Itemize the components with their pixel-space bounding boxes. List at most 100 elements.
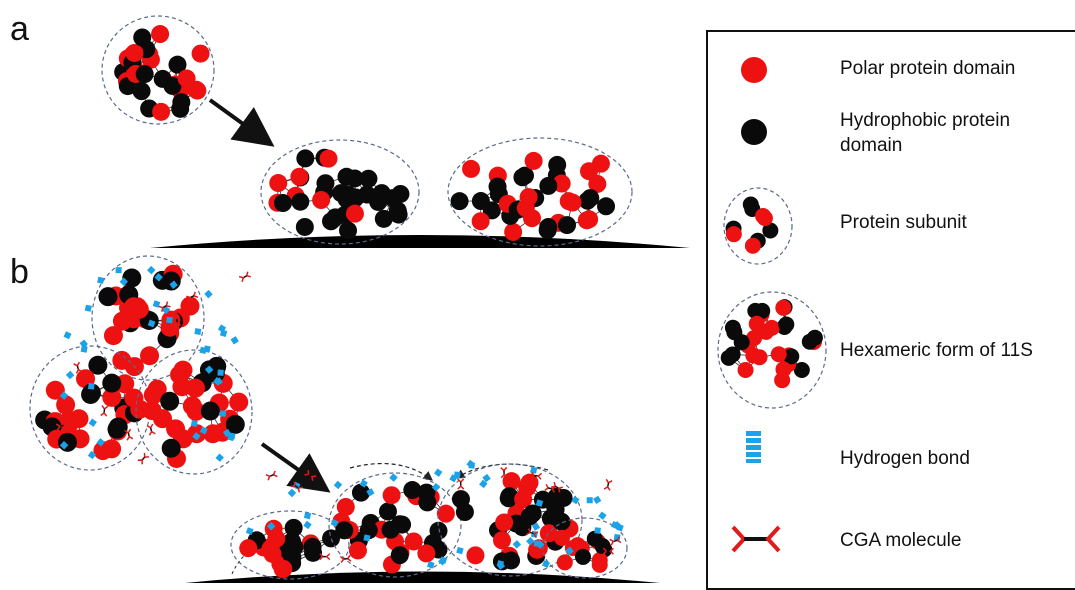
hydrophobic-domain — [172, 93, 190, 111]
hydrogen-bond — [89, 418, 97, 426]
hydrophobic-domain — [58, 433, 77, 452]
polar-domain — [383, 486, 401, 504]
cga-molecule — [239, 272, 251, 282]
hydrogen-bond — [434, 469, 442, 477]
polar-domain-icon — [738, 54, 770, 86]
hydrophobic-domain — [553, 513, 571, 531]
polar-domain — [151, 25, 169, 43]
hydrophobic-domain — [133, 28, 151, 46]
protein-blob — [231, 511, 349, 579]
polar-domain — [592, 552, 608, 568]
panel-label-b: b — [10, 255, 29, 289]
hydrogen-bond — [587, 497, 593, 503]
cga-molecule — [147, 424, 155, 435]
protein-blob — [724, 188, 792, 264]
polar-domain — [495, 513, 513, 531]
hydrogen-bond — [593, 496, 601, 504]
hydrogen-bond — [66, 371, 74, 379]
polar-domain — [504, 223, 522, 241]
hydrogen-bond — [530, 466, 537, 473]
hydrophobic-domain — [136, 65, 154, 83]
hydrogen-bond — [97, 277, 104, 284]
polar-domain — [578, 211, 596, 229]
hydrophobic-domain — [379, 502, 397, 520]
hydrophobic-domain — [548, 156, 566, 174]
cga-molecule — [320, 554, 330, 560]
hydrogen-bond — [88, 383, 95, 390]
cga-molecule — [138, 453, 149, 464]
hydrophobic-domain — [558, 216, 576, 234]
cga-molecule — [501, 467, 508, 477]
polar-domain — [417, 544, 435, 562]
hydrogen-bond — [594, 527, 601, 534]
hydrogen-bond — [304, 512, 311, 519]
hydrophobic-domain — [339, 222, 357, 240]
hydrogen-bond — [147, 266, 155, 274]
hydrophobic-domain — [304, 538, 322, 556]
surface-a — [150, 235, 690, 248]
legend-label-hydrogen-bond: Hydrogen bond — [840, 446, 970, 471]
hydrophobic-domain — [472, 192, 490, 210]
hydrophobic-domain — [337, 168, 355, 186]
hydrophobic-domain — [794, 362, 810, 378]
polar-domain — [153, 409, 172, 428]
hydrophobic-domain — [575, 549, 591, 565]
polar-domain — [462, 160, 480, 178]
protein-blob — [261, 140, 419, 244]
hydrogen-bond — [85, 305, 92, 312]
polar-domain — [104, 326, 123, 345]
hydrophobic-domain — [98, 287, 117, 306]
polar-domain — [349, 541, 367, 559]
cga-molecule-icon — [730, 524, 782, 554]
protein-clusters — [30, 16, 632, 579]
hydrogen-bond — [456, 547, 463, 554]
polar-domain — [757, 210, 773, 226]
legend-label-subunit: Protein subunit — [840, 210, 967, 235]
polar-domain — [726, 226, 742, 242]
hydrogen-bond — [216, 453, 224, 461]
polar-domain — [525, 152, 543, 170]
hydrogen-bond-icon — [744, 430, 764, 464]
cga-molecule — [74, 362, 83, 373]
polar-domain — [290, 168, 308, 186]
cga-molecule — [340, 555, 351, 562]
hydrophobic-domain — [581, 189, 599, 207]
panel-label-a: a — [10, 12, 29, 46]
hydrophobic-domain — [548, 488, 566, 506]
hydrophobic-domain — [109, 418, 128, 437]
polar-domain — [771, 346, 787, 362]
legend-box: Polar protein domain Hydrophobic protein… — [706, 30, 1075, 590]
hydrophobic-domain — [326, 208, 344, 226]
hydrogen-bond — [334, 481, 342, 489]
polar-domain — [152, 103, 170, 121]
polar-domain — [752, 349, 768, 365]
polar-domain — [518, 479, 536, 497]
polar-domain — [262, 540, 280, 558]
hydrogen-bond — [166, 317, 173, 324]
legend-label-hydrophobic: Hydrophobic protein domain — [840, 108, 1050, 158]
legend-label-cga: CGA molecule — [840, 528, 961, 553]
polar-domain — [563, 194, 581, 212]
polar-domain — [269, 174, 287, 192]
hydrophobic-domain — [391, 546, 409, 564]
polar-domain — [557, 554, 573, 570]
polar-domain — [186, 379, 205, 398]
polar-domain — [437, 505, 455, 523]
cga-molecule — [458, 479, 464, 489]
hydrophobic-domain — [539, 218, 557, 236]
polar-domain — [764, 320, 780, 336]
polar-domain — [554, 530, 570, 546]
hydrogen-bond — [389, 473, 397, 481]
cga-molecule — [604, 479, 612, 490]
polar-domain — [124, 297, 143, 316]
hydrophobic-domain — [296, 149, 314, 167]
hydrophobic-domain — [316, 174, 334, 192]
cga-molecule — [101, 406, 108, 417]
protein-blob — [102, 16, 214, 124]
hydrophobic-domain — [274, 194, 292, 212]
hydrogen-bond — [116, 267, 122, 273]
polar-domain — [517, 199, 535, 217]
polar-domain — [320, 150, 338, 168]
protein-blob — [136, 350, 252, 474]
polar-domain — [775, 300, 791, 316]
